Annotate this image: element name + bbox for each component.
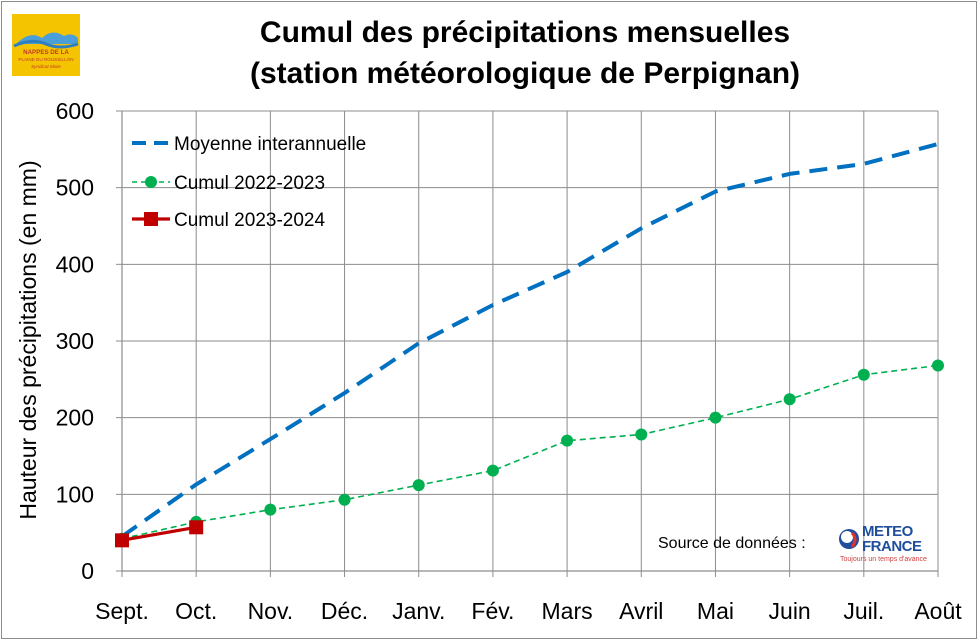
axes [116,110,939,577]
x-tick-label: Janv. [392,598,445,624]
svg-text:PLAINE DU ROUSSILLON: PLAINE DU ROUSSILLON [18,57,73,62]
svg-text:Syndicat Mixte: Syndicat Mixte [31,64,61,69]
data-point [932,359,944,372]
legend-item: Moyenne interannuelle [132,134,366,155]
x-tick-label: Oct. [175,598,217,624]
legend: Moyenne interannuelle Cumul 2022-2023 Cumu… [132,134,366,231]
x-tick-labels: Sept. Oct. Nov. Déc. Janv. Fév. Mars Avril Mai Ju… [95,598,962,624]
series-layer [115,142,944,548]
legend-swatch-marker [144,212,158,226]
data-point [709,411,722,424]
y-tick-label: 400 [56,251,94,277]
x-tick-label: Sept. [95,598,149,624]
series-1 [120,142,939,539]
svg-text:NAPPES DE LA: NAPPES DE LA [23,49,69,56]
legend-label: Moyenne interannuelle [174,134,366,155]
x-tick-label: Mai [697,598,734,624]
data-point [115,533,129,548]
data-point [783,393,796,406]
data-point [635,428,648,441]
y-tick-label: 200 [56,405,94,431]
meteo-logo-line-2: FRANCE [862,538,922,555]
y-tick-label: 500 [56,175,94,201]
chart-title-line-1: Cumul des précipitations mensuelles [259,16,791,49]
legend-swatch-marker [145,176,157,188]
x-tick-label: Mars [542,598,593,624]
gridlines [122,110,939,571]
x-tick-label: Août [914,598,962,624]
x-tick-label: Avril [619,598,663,624]
y-tick-label: 600 [56,98,94,124]
meteo-logo-line-1: METEO [862,523,913,540]
y-tick-label: 300 [56,328,94,354]
series-2 [116,359,944,545]
meteo-globe-icon [839,529,859,549]
data-point [412,479,425,492]
y-axis-label: Hauteur des précipitations (en mm) [15,160,41,519]
series-line [121,525,197,542]
series-line [120,142,939,539]
chart-title: Cumul des précipitations mensuelles (sta… [120,12,930,94]
data-point [857,368,870,381]
legend-label: Cumul 2022-2023 [174,173,325,194]
y-tick-label: 100 [56,481,94,507]
x-tick-label: Nov. [248,598,294,624]
x-tick-label: Fév. [471,598,514,624]
legend-item: Cumul 2022-2023 [132,173,325,194]
chart-title-line-2: (station météorologique de Perpignan) [249,57,801,90]
meteo-logo-tagline: Toujours un temps d'avance [840,556,927,563]
y-tick-labels: 0 100 200 300 400 500 600 [56,98,94,584]
source-label: Source de données : [658,535,806,552]
data-point [561,434,574,447]
data-point [338,493,351,506]
x-tick-label: Déc. [321,598,368,624]
legend-item: Cumul 2023-2024 [132,210,325,231]
data-point [486,464,499,477]
series-line [121,364,939,540]
data-point [264,503,277,516]
syndicat-logo: NAPPES DE LA PLAINE DU ROUSSILLON Syndic… [12,14,80,76]
x-tick-label: Juin [769,598,811,624]
data-point [189,520,204,535]
x-tick-label: Juil. [843,598,884,624]
y-tick-label: 0 [81,558,94,584]
series-3 [115,520,204,548]
meteo-france-logo: METEO FRANCE Toujours un temps d'avance [838,522,934,564]
legend-label: Cumul 2023-2024 [174,210,325,231]
